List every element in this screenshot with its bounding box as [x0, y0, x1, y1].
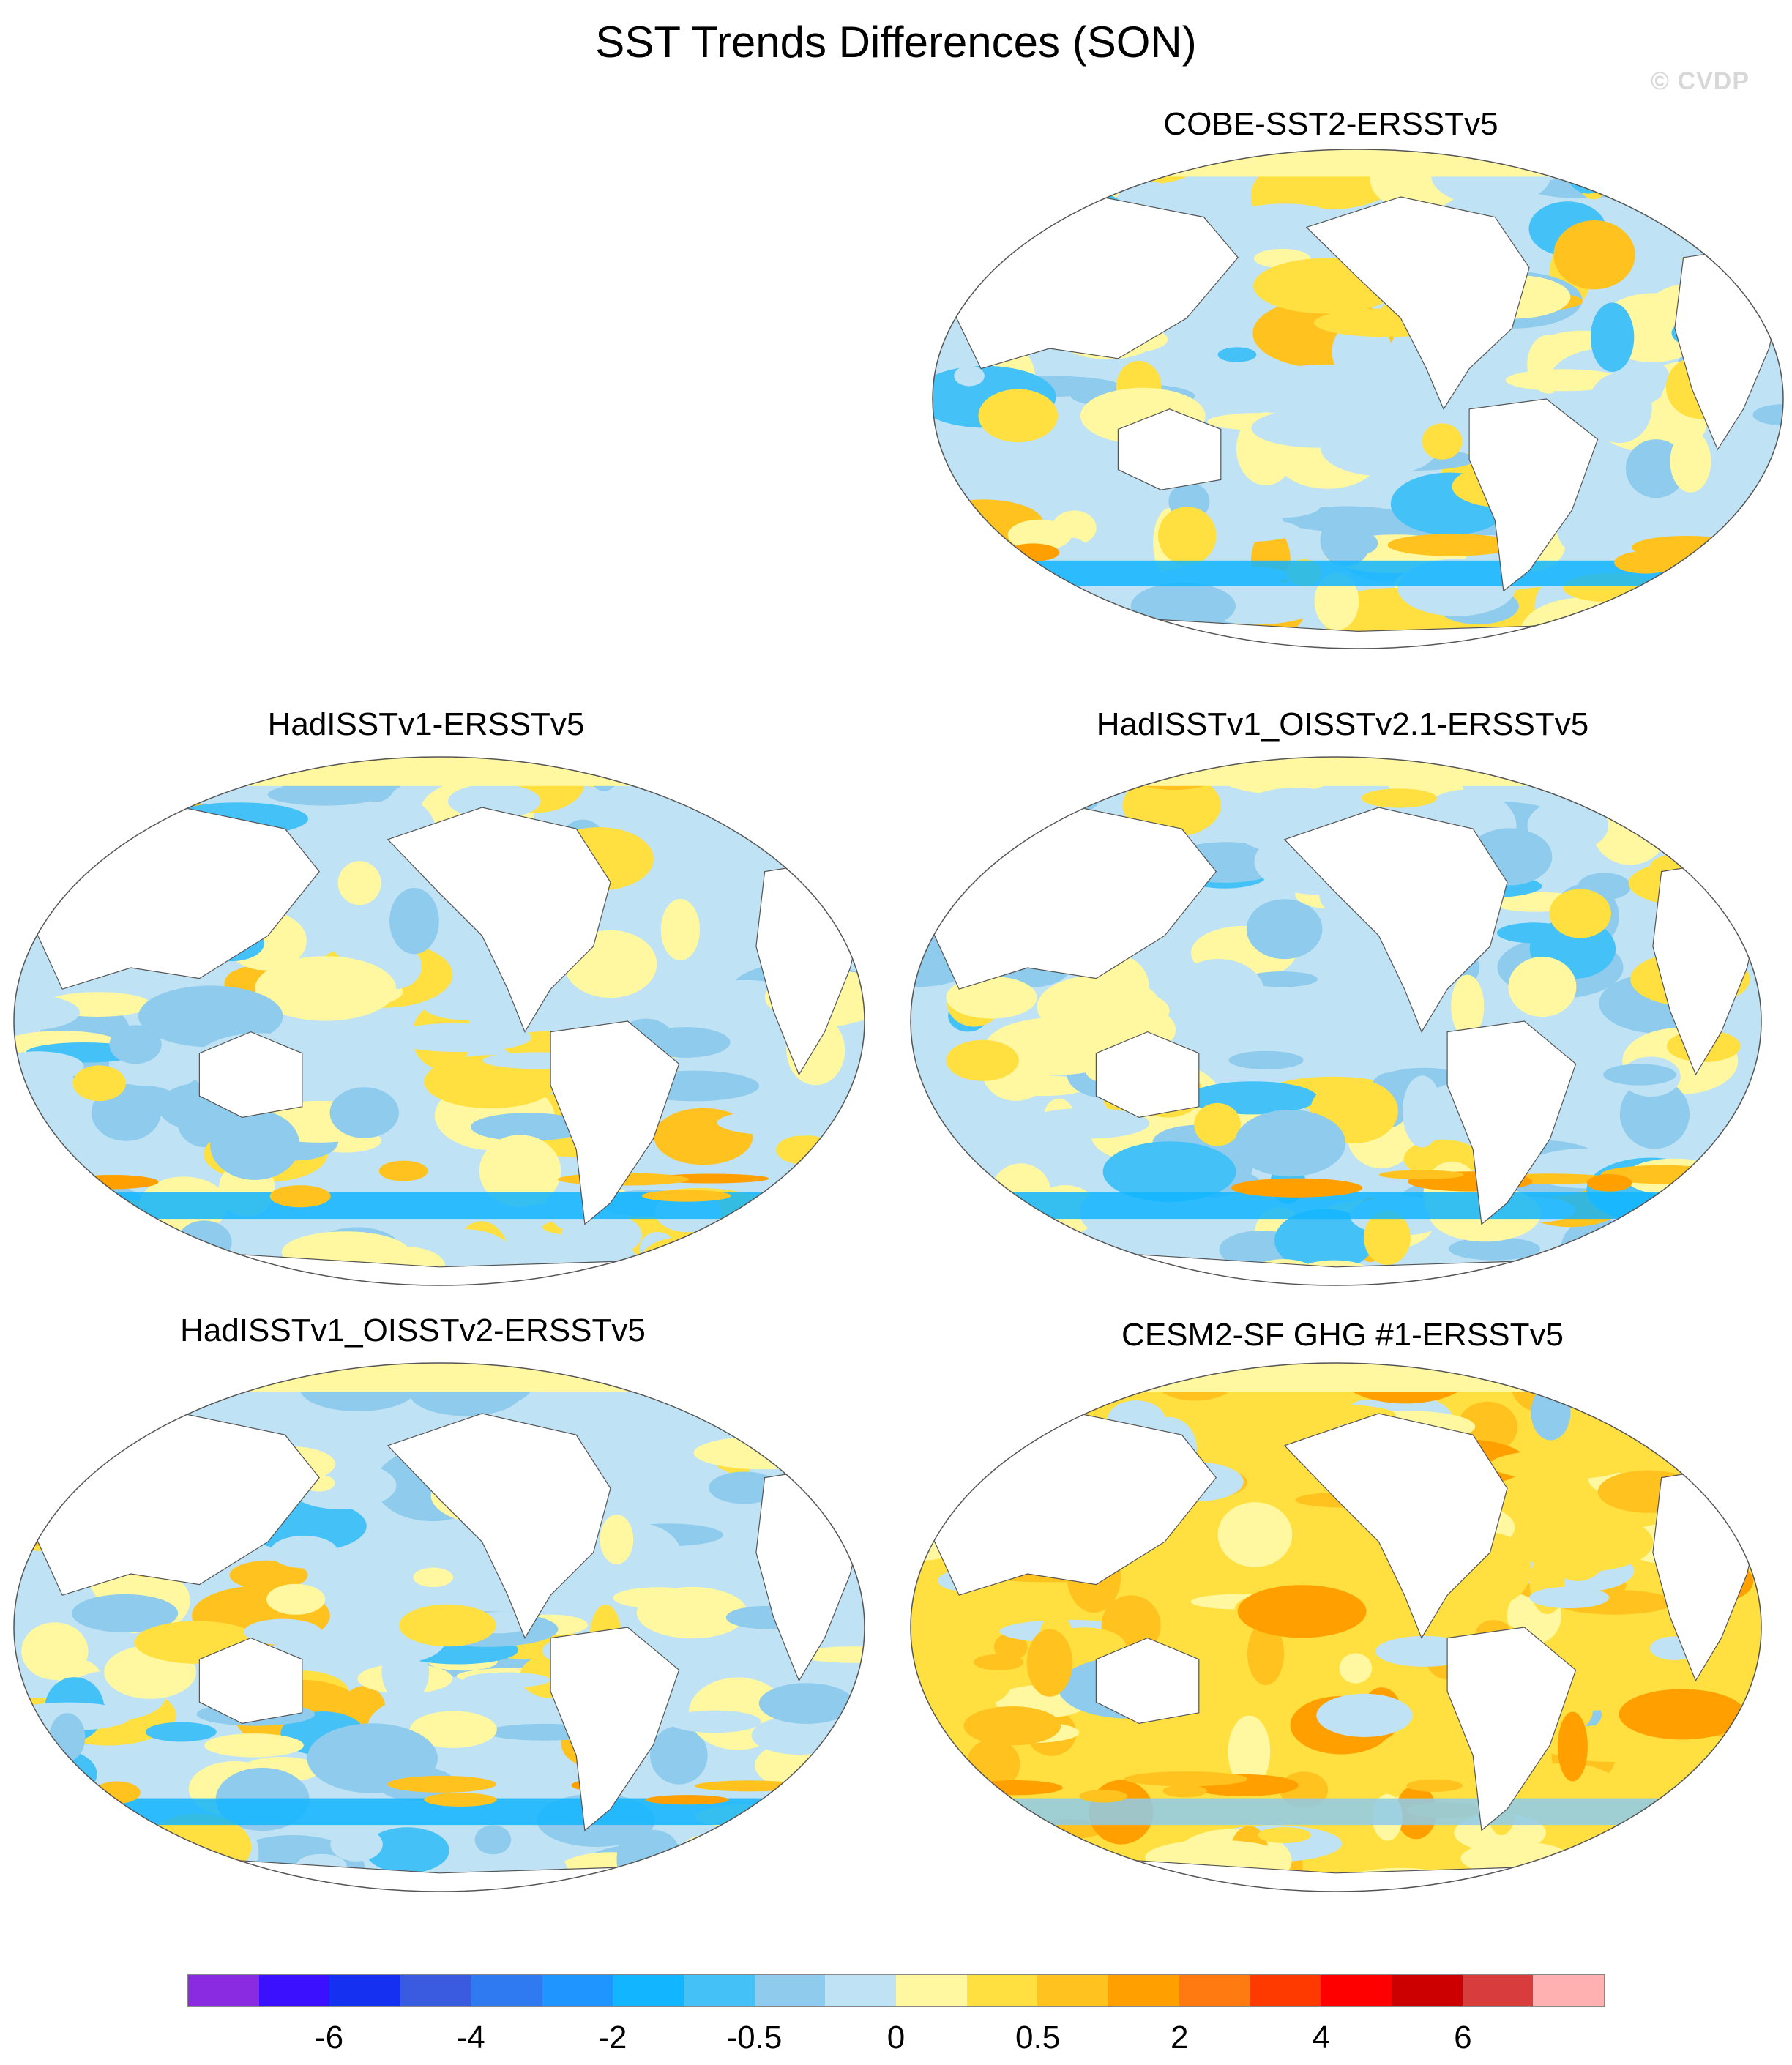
map-panel-hadisstv1-oisstv2 [13, 1362, 865, 1892]
cvdp-watermark: © CVDP [1651, 67, 1750, 95]
colorbar-box [1321, 1975, 1392, 2006]
figure-title: SST Trends Differences (SON) [595, 18, 1197, 67]
colorbar-tick-label: 0 [886, 2020, 906, 2055]
colorbar-box [1179, 1975, 1250, 2006]
colorbar-tick-label: -0.5 [726, 2020, 783, 2055]
colorbar-box [471, 1975, 542, 2006]
colorbar-tick-label: 2 [1170, 2020, 1189, 2055]
colorbar-box [188, 1975, 259, 2006]
colorbar-box [1250, 1975, 1321, 2006]
colorbar-box [896, 1975, 967, 2006]
colorbar-box [1462, 1975, 1534, 2006]
colorbar-box [258, 1975, 330, 2006]
colorbar-tick-label: 0.5 [1015, 2020, 1061, 2055]
colorbar-box [683, 1975, 755, 2006]
colorbar-tick-label: 6 [1454, 2020, 1472, 2055]
map-panel-hadisstv1 [13, 756, 865, 1286]
colorbar [187, 1974, 1605, 2007]
colorbar-box [825, 1975, 897, 2006]
colorbar-tick-label: -4 [456, 2020, 485, 2055]
panel-title-hadisstv1: HadISSTv1-ERSSTv5 [267, 706, 585, 742]
panel-title-hadisstv1-oisstv21: HadISSTv1_OISSTv2.1-ERSSTv5 [1096, 706, 1589, 742]
colorbar-tick-label: 4 [1312, 2020, 1331, 2055]
map-panel-hadisstv1-oisstv21 [910, 756, 1762, 1286]
panel-title-cesm2: CESM2-SF GHG #1-ERSSTv5 [1121, 1317, 1564, 1353]
colorbar-tick-label: -2 [598, 2020, 627, 2055]
colorbar-box [754, 1975, 826, 2006]
panel-title-cobe: COBE-SST2-ERSSTv5 [1163, 106, 1498, 142]
colorbar-box [1037, 1975, 1109, 2006]
colorbar-box [966, 1975, 1038, 2006]
colorbar-box [400, 1975, 471, 2006]
colorbar-box [1391, 1975, 1463, 2006]
map-panel-cobe [932, 149, 1784, 649]
colorbar-box [329, 1975, 401, 2006]
panel-title-hadisstv1-oisstv2: HadISSTv1_OISSTv2-ERSSTv5 [180, 1312, 646, 1348]
colorbar-box [613, 1975, 684, 2006]
map-panel-cesm2 [910, 1362, 1762, 1892]
colorbar-box [1108, 1975, 1179, 2006]
colorbar-box [1533, 1975, 1605, 2006]
colorbar-tick-label: -6 [315, 2020, 344, 2055]
colorbar-box [542, 1975, 613, 2006]
